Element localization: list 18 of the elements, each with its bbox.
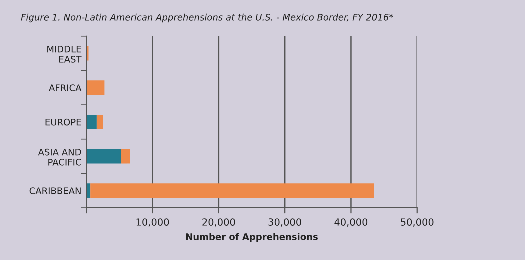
y-tick-label: ASIA AND PACIFIC (38, 148, 82, 166)
x-tick-label: 10,000 (136, 218, 170, 227)
bar (86, 80, 105, 96)
chart-title: Figure 1. Non-Latin American Apprehensions at the U.S. - Mexico Border, FY 2016* (21, 14, 394, 23)
x-tick-label: 30,000 (268, 218, 302, 227)
y-tick-label: CARIBBEAN (30, 188, 81, 194)
x-tick-label: 20,000 (202, 218, 236, 227)
bar (86, 114, 97, 130)
x-tick-label: 40,000 (334, 218, 368, 227)
y-tick-label: MIDDLE EAST (48, 46, 82, 63)
bar (90, 184, 374, 198)
x-tick-label: 50,000 (401, 218, 434, 227)
bar (121, 149, 130, 164)
y-tick-label: AFRICA (49, 84, 82, 92)
bar (96, 114, 104, 130)
y-tick-label: EUROPE (46, 118, 82, 126)
bar (86, 149, 122, 164)
x-axis-title: Number of Apprehensions (186, 233, 318, 242)
